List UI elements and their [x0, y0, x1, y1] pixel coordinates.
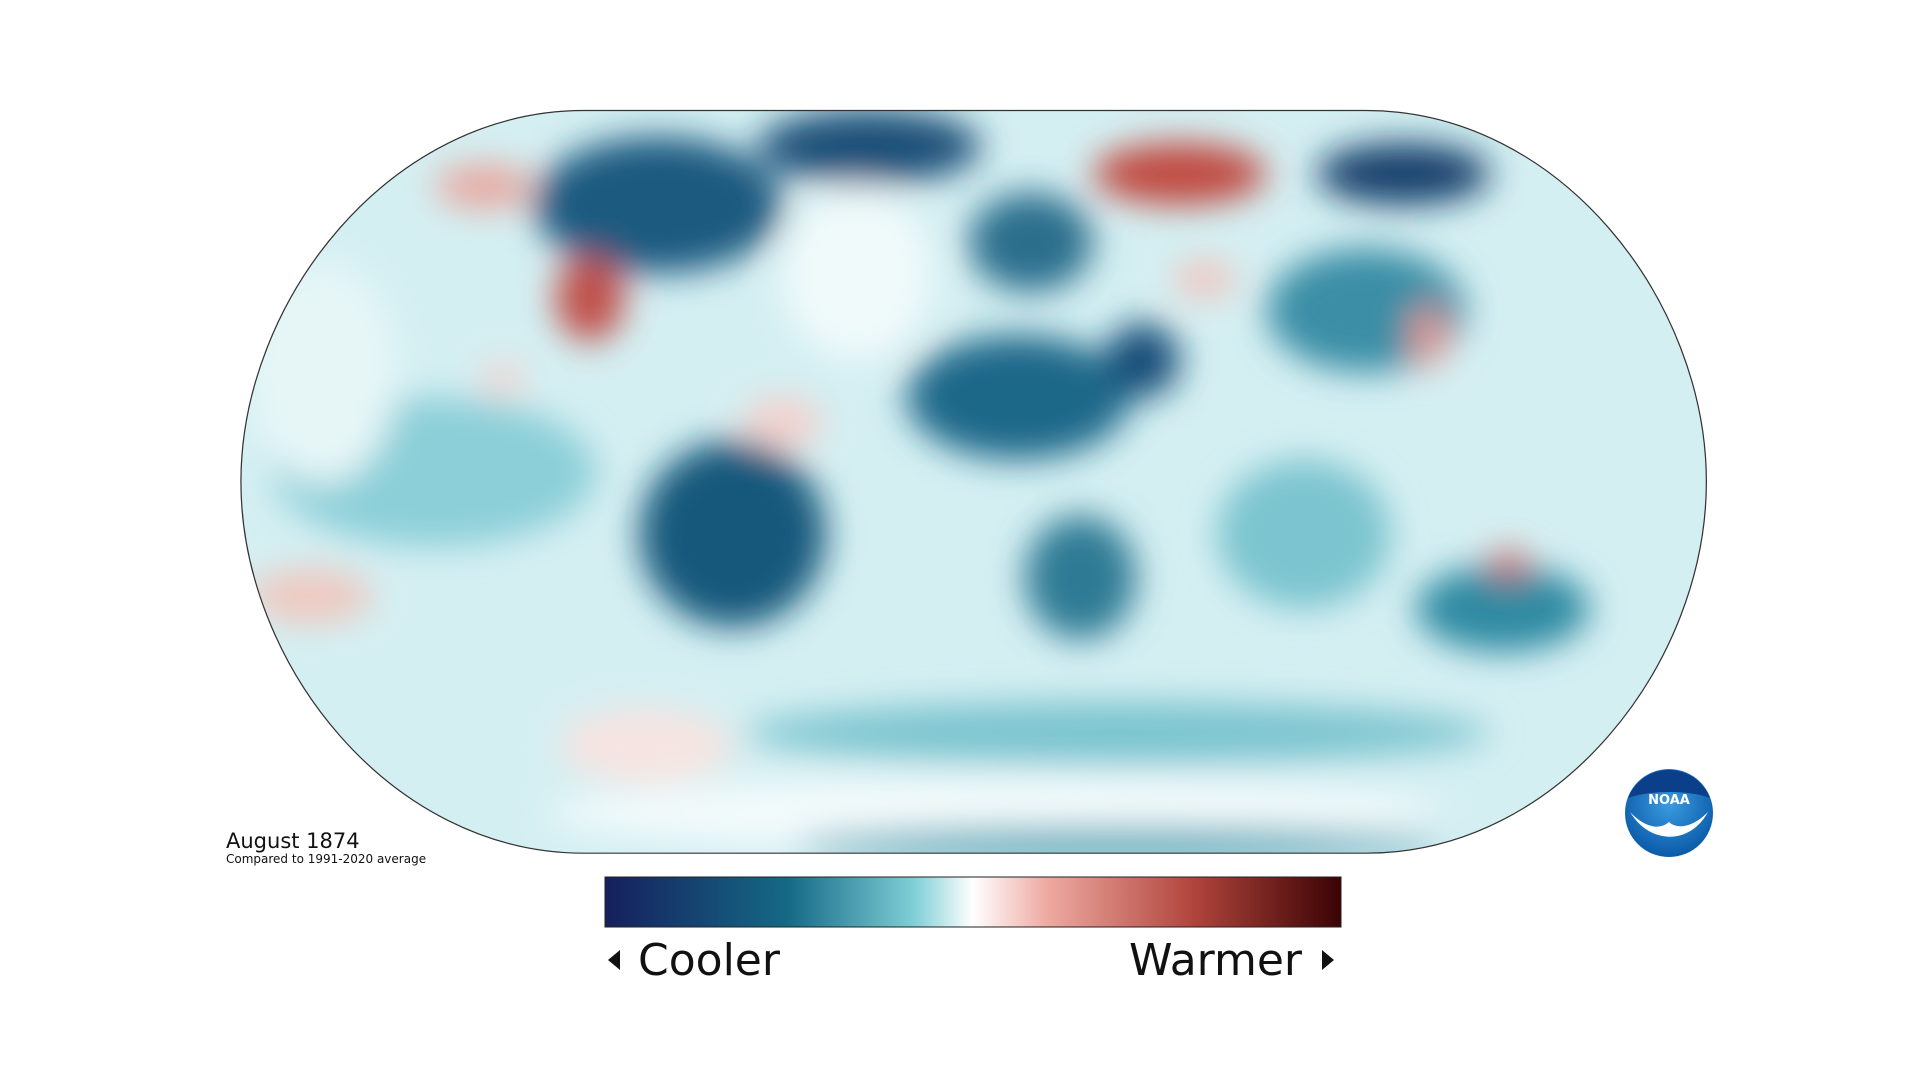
- color-scale: Cooler Warmer: [604, 876, 1342, 986]
- warmer-arrow: [1322, 950, 1334, 970]
- logo-text: NOAA: [1648, 793, 1690, 808]
- warmer-label: Warmer: [1129, 935, 1303, 986]
- map-subtitle: Compared to 1991-2020 average: [226, 852, 426, 866]
- color-bar: [604, 876, 1342, 928]
- map-title: August 1874: [226, 829, 360, 853]
- noaa-logo: NOAA: [1625, 769, 1713, 857]
- map: [240, 109, 1707, 854]
- map-field: [240, 110, 1707, 854]
- cooler-arrow: [608, 950, 620, 970]
- cooler-label: Cooler: [638, 935, 781, 986]
- map-outline: [240, 109, 1707, 854]
